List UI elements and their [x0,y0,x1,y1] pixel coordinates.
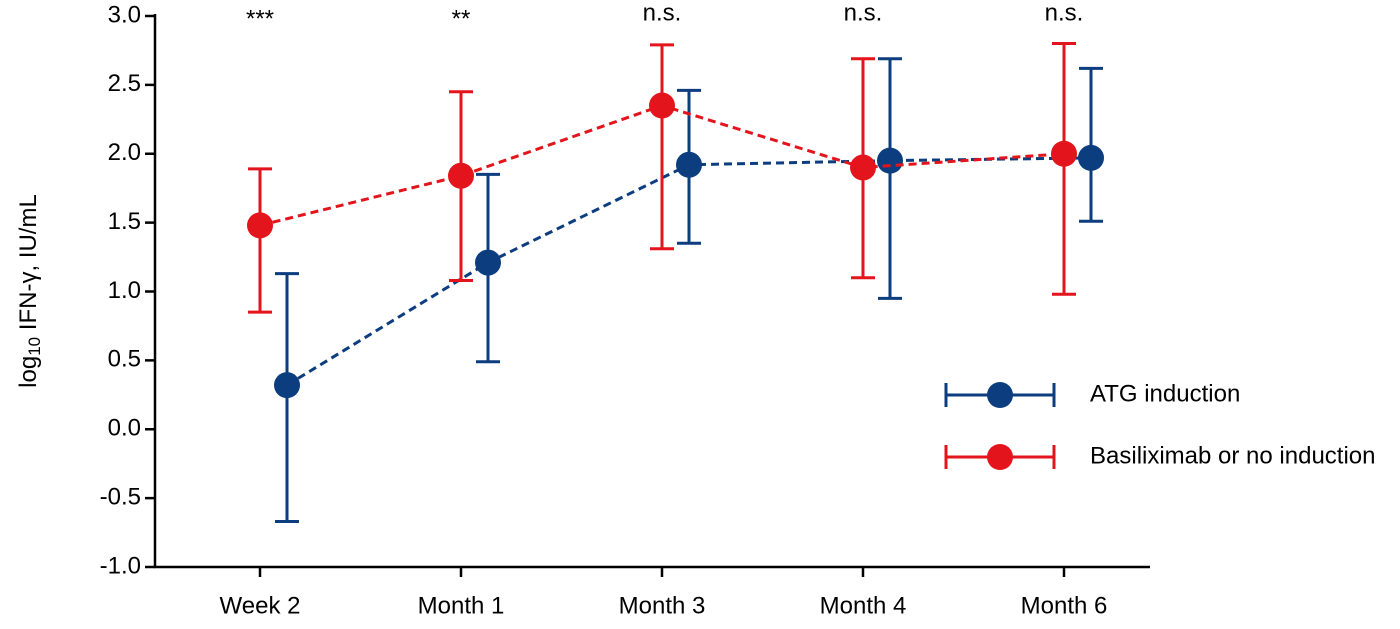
error-bar [248,167,272,314]
significance: ** [452,5,471,32]
y-tick-label: 0.0 [108,415,141,442]
y-axis-label-part: log [15,356,42,388]
y-tick-label: 1.0 [108,277,141,304]
y-axis-label: log10 IFN-γ, IU/mL [15,194,44,388]
point [475,249,501,276]
significance: n.s. [844,0,883,26]
error-bar [1079,66,1103,223]
y-tick-label: 2.0 [108,139,141,166]
y-tick-label: 3.0 [108,1,141,28]
legend-label: ATG induction [1090,380,1240,407]
legend-marker [987,382,1013,408]
x-tick-label: Week 2 [220,592,301,619]
point [877,147,903,174]
error-bar [650,43,674,251]
x-tick-label: Month 6 [1021,592,1108,619]
y-axis-label-part: IFN-γ, IU/mL [15,194,42,337]
legend-marker [987,444,1013,470]
significance: *** [246,5,274,32]
error-bar [1052,42,1076,296]
point [850,154,876,181]
point [649,92,675,119]
y-tick-label: -1.0 [100,552,141,579]
y-tick-label: 2.5 [108,70,141,97]
x-tick-label: Month 3 [619,592,706,619]
y-tick-label: -0.5 [100,483,141,510]
point [1051,140,1077,167]
point [676,151,702,178]
y-axis-label-part: 10 [25,337,44,356]
x-tick-label: Month 4 [820,592,907,619]
y-tick-label: 1.5 [108,208,141,235]
significance: n.s. [1045,0,1084,26]
legend-label: Basiliximab or no induction [1090,442,1375,469]
point [274,372,300,399]
significance: n.s. [643,0,682,26]
x-tick-label: Month 1 [418,592,505,619]
point [1078,144,1104,171]
point [448,162,474,189]
point [247,212,273,239]
y-tick-label: 0.5 [108,346,141,373]
error-bar [878,57,902,300]
